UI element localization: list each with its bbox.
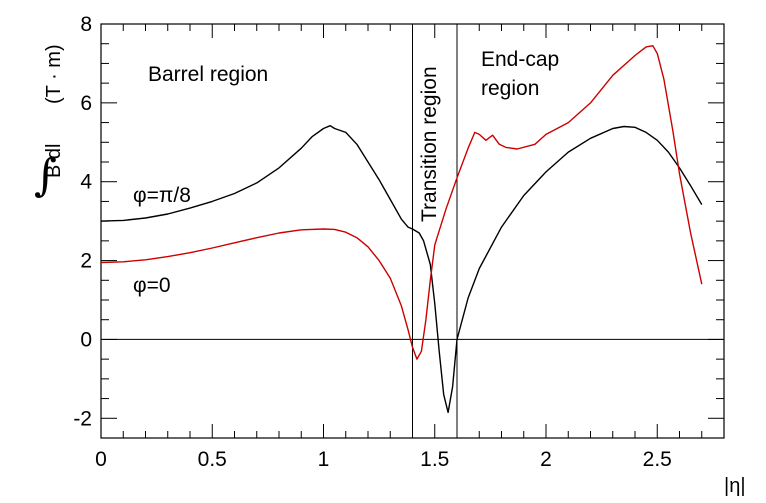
y-tick-label: 8 xyxy=(80,13,92,36)
x-tick-label: 0 xyxy=(95,448,107,471)
endcap-region-label-line2: region xyxy=(481,77,539,100)
y-axis-title: B dl xyxy=(43,144,65,178)
y-axis-ticks: -2 0 2 4 6 8 xyxy=(73,13,724,439)
x-tick-label: 1.5 xyxy=(420,448,449,471)
x-tick-label: 0.5 xyxy=(198,448,227,471)
series-label-phi-pi-8: φ=π/8 xyxy=(133,184,191,207)
transition-region-label: Transition region xyxy=(418,66,441,222)
y-tick-label: 6 xyxy=(80,92,92,115)
y-axis-unit: (T · m) xyxy=(43,44,65,104)
x-tick-label: 2.5 xyxy=(643,448,672,471)
y-tick-label: -2 xyxy=(73,407,92,430)
reference-lines xyxy=(101,24,724,438)
series-line-phi-0 xyxy=(100,45,703,360)
y-tick-label: 0 xyxy=(80,328,92,351)
series-lines xyxy=(100,45,703,414)
x-axis-title: |η| xyxy=(724,475,746,497)
x-axis-ticks: 0 0.5 1 1.5 2 2.5 xyxy=(95,24,725,471)
y-tick-label: 2 xyxy=(80,250,92,273)
x-tick-label: 1 xyxy=(318,448,330,471)
x-tick-label: 2 xyxy=(540,448,552,471)
y-tick-label: 4 xyxy=(80,171,92,194)
endcap-region-label-line1: End-cap xyxy=(481,48,559,71)
barrel-region-label: Barrel region xyxy=(148,63,268,86)
integral-sign: ∫ xyxy=(34,150,57,201)
series-label-phi-0: φ=0 xyxy=(133,274,171,297)
series-line-phi-pi-8 xyxy=(100,125,703,414)
